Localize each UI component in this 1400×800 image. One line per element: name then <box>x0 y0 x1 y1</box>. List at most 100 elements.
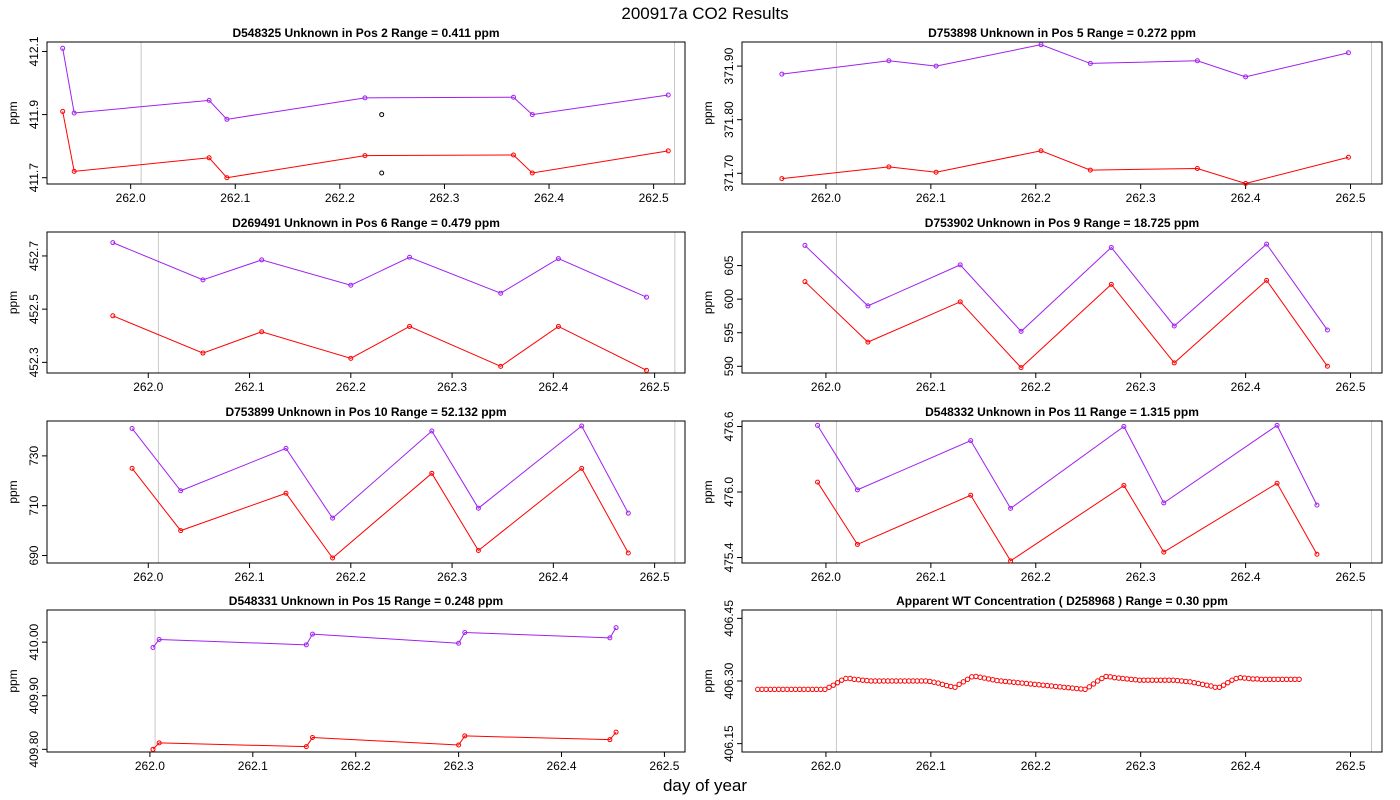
x-tick-label: 262.5 <box>639 191 669 205</box>
x-tick-label: 262.3 <box>444 759 474 773</box>
data-point <box>886 164 892 170</box>
y-axis-label: ppm <box>701 669 715 692</box>
data-point <box>462 733 468 739</box>
data-point <box>964 676 971 683</box>
y-tick-label: 690 <box>27 545 41 565</box>
data-point <box>948 683 954 690</box>
data-point <box>613 729 619 735</box>
y-tick-label: 371.70 <box>722 155 736 192</box>
data-point <box>510 94 516 100</box>
x-tick-label: 262.4 <box>1231 191 1261 205</box>
series-line-2 <box>112 315 647 371</box>
data-point <box>362 95 368 101</box>
panel-title: D753899 Unknown in Pos 10 Range = 52.132… <box>225 405 506 419</box>
data-point <box>510 152 516 158</box>
data-point <box>475 548 481 554</box>
x-tick-label: 262.5 <box>649 759 679 773</box>
x-tick-label: 262.0 <box>135 759 165 773</box>
y-axis-label: ppm <box>6 291 20 314</box>
data-point <box>498 290 504 296</box>
data-point <box>156 636 162 642</box>
series-line-2 <box>62 111 669 179</box>
y-tick-label: 371.80 <box>722 101 736 138</box>
x-tick-label: 262.1 <box>220 191 250 205</box>
chart-panel-6: D548332 Unknown in Pos 11 Range = 1.315 … <box>701 405 1383 584</box>
x-tick-label: 262.1 <box>916 570 946 584</box>
data-point <box>1296 676 1302 683</box>
plot-frame <box>46 231 686 374</box>
series-line-1 <box>781 44 1349 78</box>
data-point <box>1094 678 1101 684</box>
chart-panel-3: D269491 Unknown in Pos 6 Range = 0.479 p… <box>6 216 686 394</box>
plot-frame <box>46 41 686 185</box>
y-tick-label: 595 <box>722 322 736 342</box>
data-point <box>1161 500 1167 506</box>
panel-title: D269491 Unknown in Pos 6 Range = 0.479 p… <box>232 216 500 230</box>
series-line-2 <box>781 150 1349 184</box>
data-point <box>150 645 156 651</box>
data-point <box>1018 328 1024 334</box>
y-axis-label: ppm <box>6 101 20 124</box>
y-tick-label: 412.1 <box>27 36 41 66</box>
data-point <box>407 254 413 260</box>
data-point <box>968 492 974 498</box>
data-point <box>379 112 385 118</box>
data-point <box>456 742 462 748</box>
series-line-1 <box>817 424 1318 510</box>
data-point <box>259 329 265 335</box>
data-point <box>303 744 309 750</box>
panel-title: D548331 Unknown in Pos 15 Range = 0.248 … <box>229 594 503 608</box>
data-point <box>206 155 212 161</box>
data-point <box>815 479 821 485</box>
data-point <box>178 528 184 534</box>
data-point <box>1220 682 1227 688</box>
data-point <box>822 686 828 693</box>
data-point <box>1324 363 1330 369</box>
data-point <box>625 510 631 516</box>
x-tick-label: 262.3 <box>429 191 459 205</box>
x-tick-label: 262.5 <box>1336 191 1366 205</box>
series-line-2 <box>804 279 1328 369</box>
data-point <box>968 438 974 444</box>
data-point <box>1216 684 1223 690</box>
data-point <box>665 92 671 98</box>
data-point <box>802 279 808 285</box>
data-point <box>206 97 212 103</box>
data-point <box>555 323 561 329</box>
x-tick-label: 262.1 <box>916 380 946 394</box>
data-point <box>834 679 841 686</box>
data-point <box>348 282 354 288</box>
data-point <box>933 169 939 175</box>
chart-panel-4: D753902 Unknown in Pos 9 Range = 18.725 … <box>701 216 1383 394</box>
data-point <box>802 242 808 248</box>
data-point <box>1345 154 1351 160</box>
data-point <box>865 339 871 345</box>
data-point <box>779 71 785 77</box>
x-tick-label: 262.2 <box>336 570 366 584</box>
data-point <box>529 112 535 118</box>
series-line-1 <box>804 243 1328 333</box>
x-tick-label: 262.3 <box>1126 759 1156 773</box>
data-point <box>407 323 413 329</box>
data-point <box>956 681 962 688</box>
panel-title: D548332 Unknown in Pos 11 Range = 1.315 … <box>925 405 1199 419</box>
y-tick-label: 406.45 <box>722 600 736 637</box>
x-tick-label: 262.2 <box>1021 380 1051 394</box>
x-tick-label: 262.4 <box>1231 570 1261 584</box>
data-point <box>1082 686 1088 693</box>
y-tick-label: 475.4 <box>722 542 736 572</box>
data-point <box>1108 244 1114 250</box>
plot-frame <box>46 420 686 564</box>
data-point <box>977 674 983 680</box>
series-line-2 <box>817 481 1318 562</box>
data-point <box>200 277 206 283</box>
x-tick-label: 262.4 <box>1231 759 1261 773</box>
data-point <box>985 676 992 682</box>
data-point <box>1008 558 1014 564</box>
y-axis-label: ppm <box>701 291 715 314</box>
series-line-1 <box>152 627 617 648</box>
data-point <box>529 170 535 176</box>
data-point <box>1225 679 1231 686</box>
x-tick-label: 262.2 <box>1021 191 1051 205</box>
x-tick-label: 262.0 <box>811 380 841 394</box>
